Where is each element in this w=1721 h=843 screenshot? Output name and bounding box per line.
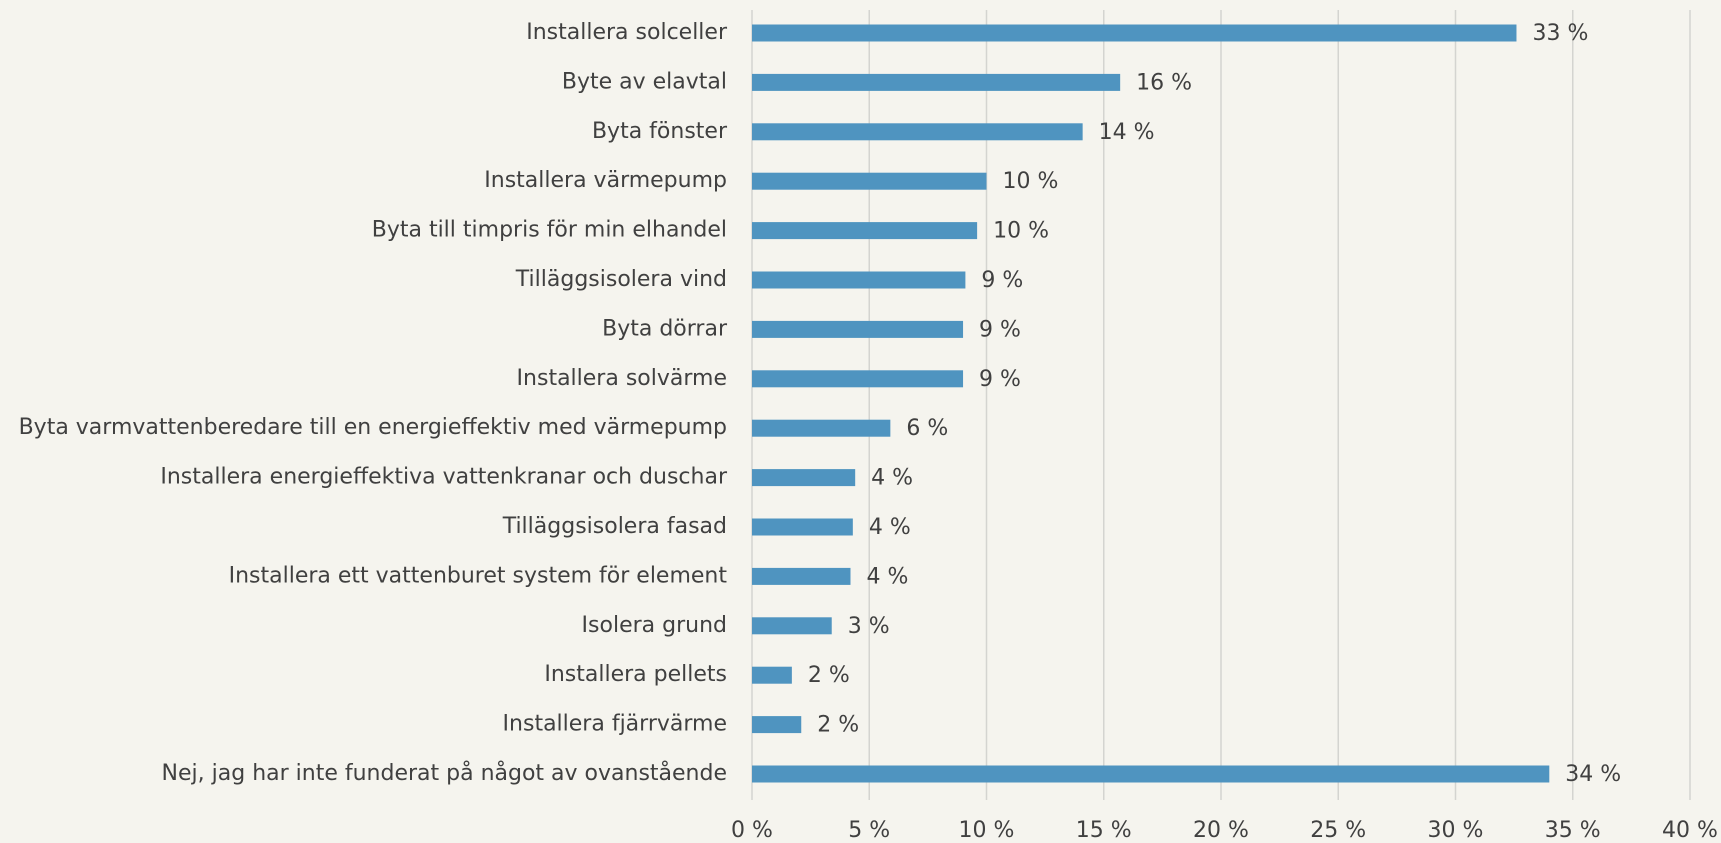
- value-label: 34 %: [1565, 762, 1621, 787]
- y-tick-label: Installera pellets: [544, 662, 727, 687]
- bar: [752, 469, 856, 487]
- value-label: 3 %: [848, 614, 890, 639]
- y-tick-label: Installera ett vattenburet system för el…: [229, 563, 728, 588]
- y-tick-label: Isolera grund: [582, 613, 727, 638]
- x-tick-label: 25 %: [1310, 818, 1366, 843]
- y-tick-label: Nej, jag har inte funderat på något av o…: [162, 760, 727, 786]
- bar: [752, 24, 1517, 42]
- y-tick-label: Byta till timpris för min elhandel: [372, 218, 727, 243]
- y-tick-label: Installera solvärme: [517, 366, 727, 391]
- bar: [752, 222, 978, 240]
- x-tick-label: 5 %: [848, 818, 890, 843]
- bar: [752, 419, 891, 437]
- value-label: 4 %: [871, 466, 913, 491]
- x-tick-label: 10 %: [959, 818, 1015, 843]
- bar: [752, 370, 964, 388]
- y-tick-label: Tilläggsisolera fasad: [502, 514, 727, 539]
- x-tick-label: 40 %: [1662, 818, 1718, 843]
- value-label: 33 %: [1532, 21, 1588, 46]
- value-label: 2 %: [817, 713, 859, 738]
- x-tick-label: 30 %: [1428, 818, 1484, 843]
- bar: [752, 172, 987, 190]
- bar: [752, 73, 1121, 91]
- x-tick-label: 20 %: [1193, 818, 1249, 843]
- value-label: 4 %: [866, 564, 908, 589]
- value-label: 10 %: [993, 219, 1049, 244]
- y-tick-label: Byta varmvattenberedare till en energief…: [19, 415, 727, 440]
- x-tick-label: 0 %: [731, 818, 773, 843]
- value-label: 4 %: [869, 515, 911, 540]
- value-label: 10 %: [1003, 169, 1059, 194]
- bar: [752, 666, 792, 684]
- y-tick-label: Installera energieffektiva vattenkranar …: [160, 465, 728, 490]
- y-tick-label: Installera fjärrvärme: [503, 712, 727, 737]
- value-label: 2 %: [808, 663, 850, 688]
- y-tick-label: Installera solceller: [526, 20, 728, 45]
- x-tick-label: 15 %: [1076, 818, 1132, 843]
- y-tick-label: Installera värmepump: [484, 168, 727, 193]
- bar: [752, 320, 964, 338]
- value-label: 14 %: [1099, 120, 1155, 145]
- x-tick-label: 35 %: [1545, 818, 1601, 843]
- value-label: 6 %: [906, 416, 948, 441]
- value-label: 9 %: [981, 268, 1023, 293]
- value-label: 16 %: [1136, 70, 1192, 95]
- bar: [752, 567, 851, 585]
- y-tick-label: Tilläggsisolera vind: [515, 267, 727, 292]
- bar: [752, 518, 853, 536]
- bar: [752, 716, 802, 734]
- bar: [752, 123, 1083, 141]
- bar: [752, 271, 966, 289]
- y-tick-label: Byta fönster: [592, 119, 728, 144]
- value-label: 9 %: [979, 367, 1021, 392]
- value-label: 9 %: [979, 317, 1021, 342]
- bar: [752, 765, 1550, 783]
- bar: [752, 617, 832, 635]
- y-tick-label: Byte av elavtal: [562, 69, 727, 94]
- y-tick-label: Byta dörrar: [602, 316, 728, 341]
